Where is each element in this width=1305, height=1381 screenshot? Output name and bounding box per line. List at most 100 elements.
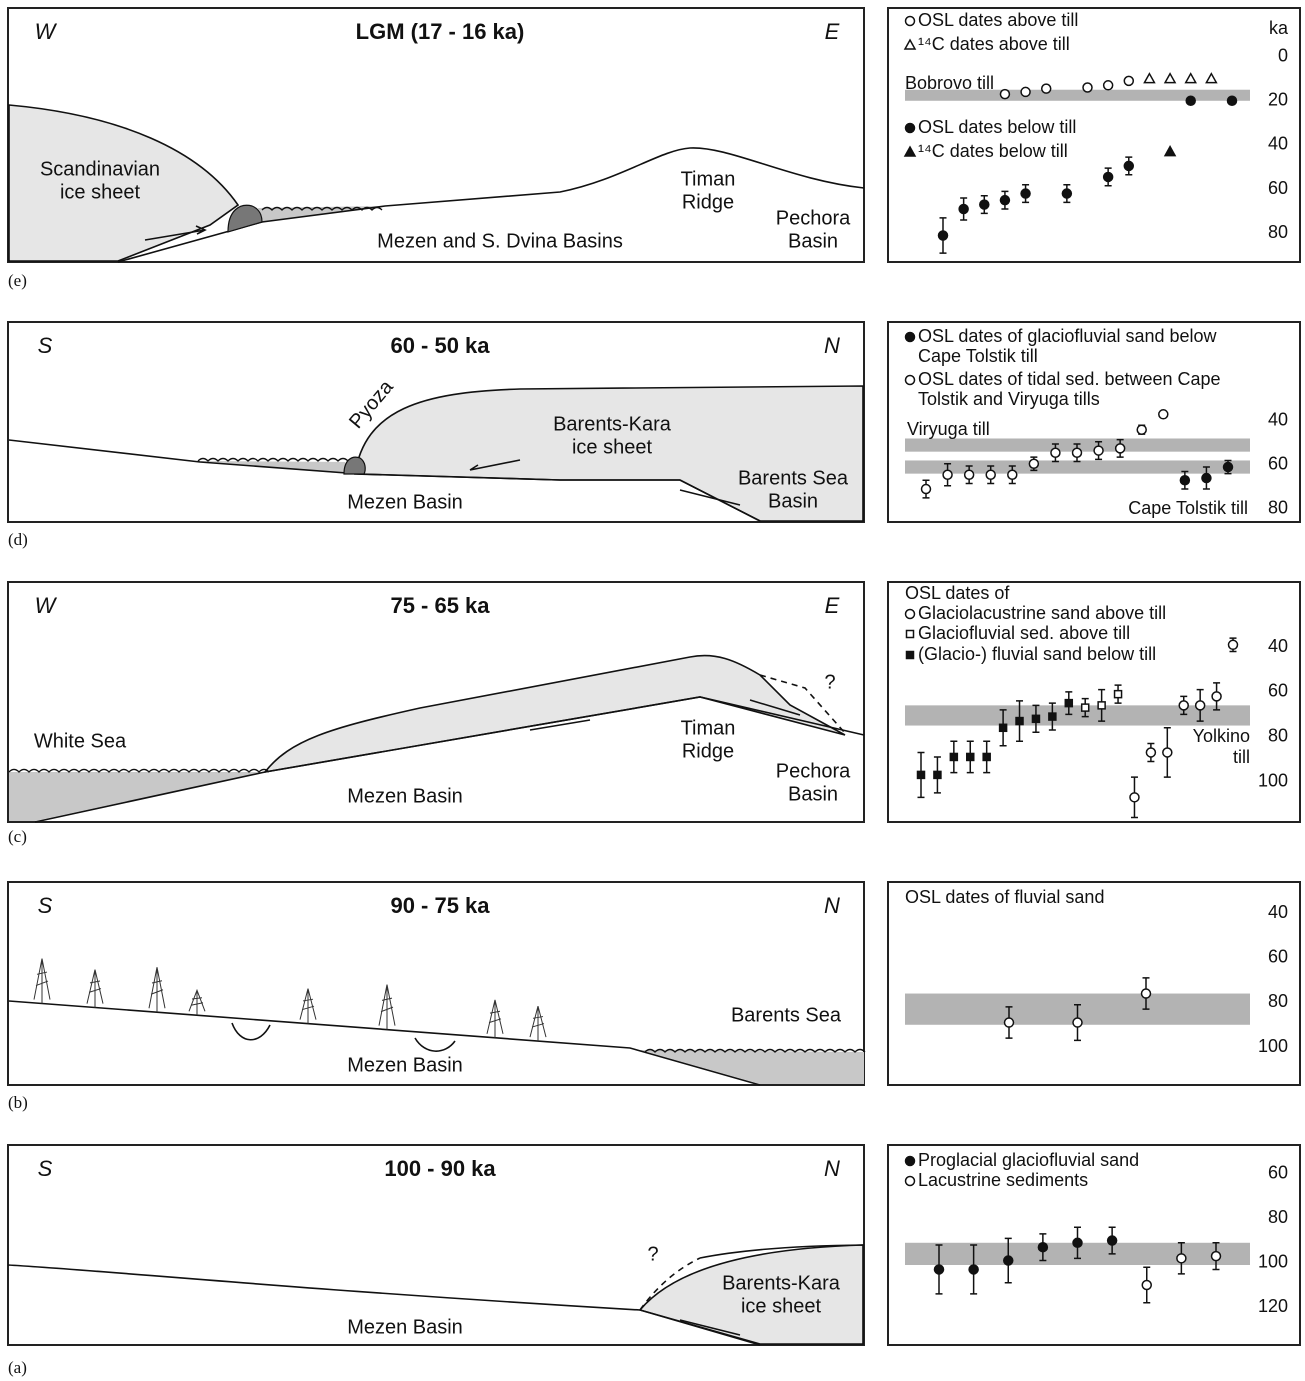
y-tick-label: 40	[1268, 636, 1288, 656]
legend-marker	[906, 333, 915, 342]
data-point	[1186, 96, 1195, 105]
data-point	[1177, 1254, 1186, 1263]
feature-label: Scandinavian	[40, 158, 160, 180]
data-point	[1212, 1252, 1221, 1261]
data-point	[1202, 474, 1211, 483]
panel-letter: (c)	[8, 827, 27, 846]
y-tick-label: 60	[1268, 681, 1288, 701]
data-point	[1142, 989, 1151, 998]
data-point	[1212, 692, 1221, 701]
data-point	[1163, 748, 1172, 757]
y-tick-label: 80	[1268, 726, 1288, 746]
data-point	[1124, 76, 1133, 85]
data-point	[1142, 1281, 1151, 1290]
feature-label: Barents-Kara	[722, 1272, 841, 1294]
panel-title: 60 - 50 ka	[390, 333, 490, 358]
data-point	[1000, 90, 1009, 99]
y-tick-label: 40	[1268, 410, 1288, 430]
direction-label: N	[824, 893, 840, 918]
direction-label: S	[38, 333, 53, 358]
data-point	[1094, 446, 1103, 455]
y-tick-label: 40	[1268, 134, 1288, 154]
data-point	[986, 470, 995, 479]
direction-label: S	[38, 893, 53, 918]
feature-label: ?	[647, 1243, 658, 1265]
data-point	[1008, 470, 1017, 479]
data-point	[1115, 691, 1122, 698]
data-point	[980, 200, 989, 209]
data-point	[1116, 444, 1125, 453]
y-tick-label: 20	[1268, 90, 1288, 110]
feature-label: Basin	[788, 783, 838, 805]
data-point	[1083, 83, 1092, 92]
data-point	[1098, 702, 1105, 709]
legend-label: Glaciolacustrine sand above till	[918, 603, 1166, 623]
legend-marker	[907, 652, 914, 659]
direction-label: E	[825, 19, 840, 44]
figure: (e)WLGM (17 - 16 ka)EScandinavianice she…	[0, 0, 1305, 1381]
feature-label: White Sea	[34, 730, 127, 752]
feature-label: ice sheet	[741, 1295, 821, 1317]
y-tick-label: 100	[1258, 1036, 1288, 1056]
data-point	[1073, 1018, 1082, 1027]
feature-label: Basin	[768, 490, 818, 512]
y-tick-label: 40	[1268, 902, 1288, 922]
feature-label: Mezen Basin	[347, 1316, 463, 1338]
data-point	[1104, 81, 1113, 90]
direction-label: W	[35, 593, 58, 618]
data-point	[1032, 715, 1039, 722]
y-tick-label: 100	[1258, 1252, 1288, 1272]
panel-letter: (b)	[8, 1093, 28, 1112]
legend-label: Tolstik and Viryuga tills	[918, 389, 1100, 409]
legend-marker	[907, 631, 914, 638]
data-point	[950, 753, 957, 760]
feature-label: Mezen Basin	[347, 491, 463, 513]
data-point	[943, 470, 952, 479]
legend-marker	[906, 1157, 915, 1166]
data-point	[1082, 704, 1089, 711]
y-tick-label: 80	[1268, 991, 1288, 1011]
legend-label: ¹⁴C dates below till	[918, 141, 1068, 161]
feature-label: Pechora	[776, 207, 851, 229]
direction-label: S	[38, 1156, 53, 1181]
data-point	[1228, 96, 1237, 105]
data-point	[1073, 1238, 1082, 1247]
data-point	[1004, 1256, 1013, 1265]
legend-title: OSL dates of fluvial sand	[905, 887, 1104, 907]
feature-label: Barents Sea	[738, 467, 849, 489]
legend-marker	[906, 610, 915, 619]
band-label: Bobrovo till	[905, 73, 994, 93]
feature-label: ?	[824, 671, 835, 693]
data-point	[1029, 459, 1038, 468]
feature-label: Mezen and S. Dvina Basins	[377, 230, 623, 252]
data-point	[1229, 640, 1238, 649]
direction-label: E	[825, 593, 840, 618]
feature-label: Basin	[788, 230, 838, 252]
panel-letter: (a)	[8, 1358, 27, 1377]
feature-label: Timan	[681, 717, 736, 739]
data-point	[1073, 448, 1082, 457]
chart-frame	[888, 882, 1300, 1085]
data-point	[1137, 425, 1146, 434]
legend-label: (Glacio-) fluvial sand below till	[918, 644, 1156, 664]
panel-title: LGM (17 - 16 ka)	[356, 19, 525, 44]
data-point	[965, 470, 974, 479]
feature-label: Barents-Kara	[553, 413, 672, 435]
data-point	[1051, 448, 1060, 457]
feature-label: Ridge	[682, 740, 734, 762]
y-axis-label: ka	[1269, 18, 1289, 38]
y-tick-label: 60	[1268, 178, 1288, 198]
data-point	[1146, 748, 1155, 757]
data-point	[967, 753, 974, 760]
feature-label: ice sheet	[572, 436, 652, 458]
data-point	[1016, 718, 1023, 725]
y-tick-label: 0	[1278, 45, 1288, 65]
data-point	[1049, 713, 1056, 720]
data-point	[1005, 1018, 1014, 1027]
data-point	[1021, 87, 1030, 96]
data-point	[983, 753, 990, 760]
data-point	[1065, 700, 1072, 707]
data-point	[1196, 701, 1205, 710]
band-label: Yolkino	[1193, 726, 1250, 746]
data-point	[959, 204, 968, 213]
